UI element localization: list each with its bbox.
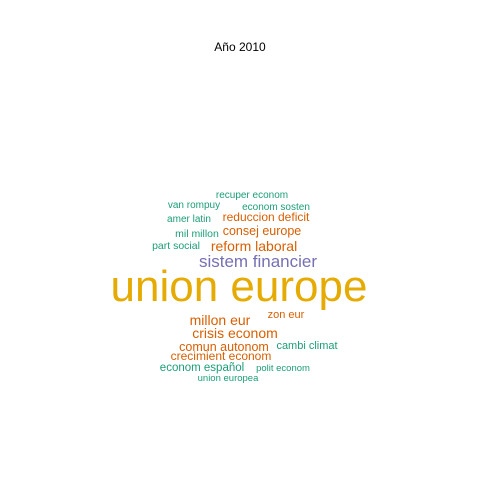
word-amer-latin: amer latin <box>167 214 211 225</box>
word-crecimient-econom: crecimient econom <box>170 349 272 364</box>
chart-title: Año 2010 <box>214 40 266 54</box>
word-consej-europe: consej europe <box>222 224 302 238</box>
word-crisis-econom: crisis econom <box>192 324 278 341</box>
word-union-europea: union europea <box>197 373 259 385</box>
word-union-europe: union europe <box>110 261 368 311</box>
word-econom-sosten: econom sosten <box>242 202 310 213</box>
word-recuper-econom: recuper econom <box>215 190 289 201</box>
word-econom-espanol: econom español <box>159 361 245 374</box>
word-comun-autonom: comun autonom <box>179 340 269 354</box>
word-sistem-financier: sistem financier <box>198 252 318 272</box>
word-part-social: part social <box>152 239 200 252</box>
word-polit-econom: polit econom <box>256 363 310 375</box>
word-millon-eur: millon eur <box>189 311 251 328</box>
word-reform-laboral: reform laboral <box>210 237 298 254</box>
word-reduccion-deficit: reduccion deficit <box>222 210 310 225</box>
word-zon-eur: zon eur <box>267 309 305 322</box>
word-cambi-climat: cambi climat <box>276 340 338 353</box>
word-van-rompuy: van rompuy <box>167 200 221 211</box>
word-mil-millon: mil millon <box>175 227 219 240</box>
